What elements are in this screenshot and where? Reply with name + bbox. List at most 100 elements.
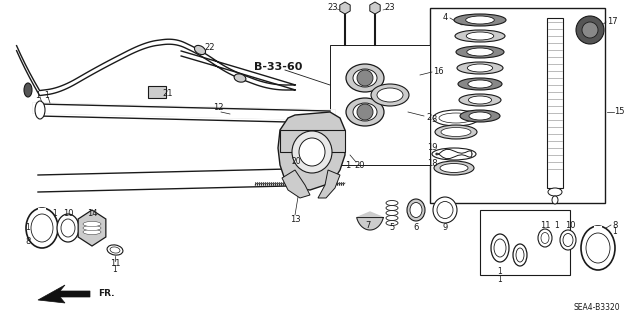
Polygon shape [370, 2, 380, 14]
Polygon shape [282, 170, 310, 198]
Text: 5: 5 [389, 224, 395, 233]
Polygon shape [278, 112, 345, 190]
Ellipse shape [110, 247, 120, 253]
Ellipse shape [467, 48, 493, 56]
Text: 18: 18 [427, 159, 437, 167]
Bar [480, 210, 570, 275]
Text: 23: 23 [385, 4, 396, 12]
Bar [547, 18, 563, 188]
Ellipse shape [432, 148, 476, 160]
Text: SEA4-B3320: SEA4-B3320 [573, 303, 620, 313]
Text: 1: 1 [498, 275, 502, 284]
Text: 15: 15 [614, 108, 625, 116]
Ellipse shape [31, 214, 53, 242]
Ellipse shape [439, 113, 473, 123]
Ellipse shape [455, 30, 505, 42]
Text: FR.: FR. [98, 290, 115, 299]
Ellipse shape [353, 103, 377, 121]
Ellipse shape [371, 84, 409, 106]
Ellipse shape [586, 233, 610, 263]
Ellipse shape [491, 234, 509, 262]
Ellipse shape [346, 64, 384, 92]
Circle shape [357, 70, 373, 86]
Ellipse shape [441, 128, 471, 137]
Ellipse shape [581, 226, 615, 270]
Bar [330, 45, 430, 165]
Polygon shape [78, 210, 106, 246]
Text: 7: 7 [365, 220, 371, 229]
Ellipse shape [299, 138, 325, 166]
Text: 1: 1 [52, 210, 58, 219]
Bar [594, 226, 602, 232]
Ellipse shape [433, 110, 479, 126]
Ellipse shape [440, 164, 468, 173]
Ellipse shape [377, 88, 403, 102]
Ellipse shape [386, 216, 398, 220]
Ellipse shape [560, 230, 576, 250]
Bar [280, 130, 345, 152]
Ellipse shape [494, 239, 506, 257]
Text: 20: 20 [291, 158, 301, 167]
Ellipse shape [513, 244, 527, 266]
Ellipse shape [456, 46, 504, 58]
Text: 14: 14 [87, 210, 97, 219]
Ellipse shape [434, 161, 474, 175]
Ellipse shape [469, 112, 491, 120]
Text: 8: 8 [26, 238, 31, 247]
Ellipse shape [437, 202, 453, 219]
Text: 21: 21 [162, 88, 173, 98]
Circle shape [576, 16, 604, 44]
Ellipse shape [468, 96, 492, 104]
Ellipse shape [35, 101, 45, 119]
Ellipse shape [26, 208, 58, 248]
Ellipse shape [57, 214, 79, 242]
Ellipse shape [457, 62, 503, 74]
Ellipse shape [83, 221, 101, 226]
Bar [430, 8, 605, 203]
Ellipse shape [467, 32, 493, 40]
Ellipse shape [24, 83, 32, 97]
Ellipse shape [548, 188, 562, 196]
Text: B-33-60: B-33-60 [254, 62, 302, 72]
Text: 11: 11 [540, 220, 550, 229]
Ellipse shape [458, 78, 502, 90]
Polygon shape [318, 170, 340, 198]
Ellipse shape [468, 80, 492, 88]
Circle shape [582, 22, 598, 38]
Ellipse shape [107, 245, 123, 255]
Bar [38, 208, 46, 213]
Bar [148, 86, 166, 98]
Text: 17: 17 [607, 18, 618, 26]
Polygon shape [356, 212, 383, 230]
Text: 20: 20 [355, 160, 365, 169]
Text: 10: 10 [564, 220, 575, 229]
Ellipse shape [563, 234, 573, 247]
Text: 1: 1 [555, 220, 559, 229]
Text: 9: 9 [442, 224, 447, 233]
Text: 13: 13 [290, 216, 300, 225]
Text: 1: 1 [346, 160, 351, 169]
Ellipse shape [538, 229, 552, 247]
Text: 6: 6 [413, 224, 419, 233]
Text: 22: 22 [205, 43, 215, 53]
Ellipse shape [386, 201, 398, 205]
Ellipse shape [516, 248, 524, 262]
Ellipse shape [234, 74, 246, 82]
Text: 11: 11 [109, 258, 120, 268]
Polygon shape [38, 285, 90, 303]
Text: 1: 1 [612, 226, 618, 235]
Ellipse shape [541, 233, 549, 243]
Ellipse shape [407, 199, 425, 221]
Ellipse shape [386, 220, 398, 226]
Text: 3: 3 [431, 115, 436, 124]
Text: 1: 1 [26, 224, 30, 233]
Ellipse shape [83, 226, 101, 231]
Ellipse shape [552, 196, 558, 204]
Ellipse shape [410, 203, 422, 218]
Text: 19: 19 [427, 144, 437, 152]
Ellipse shape [467, 64, 493, 72]
Polygon shape [340, 2, 350, 14]
Text: 1: 1 [113, 265, 117, 275]
Text: 10: 10 [63, 210, 73, 219]
Ellipse shape [195, 45, 205, 55]
